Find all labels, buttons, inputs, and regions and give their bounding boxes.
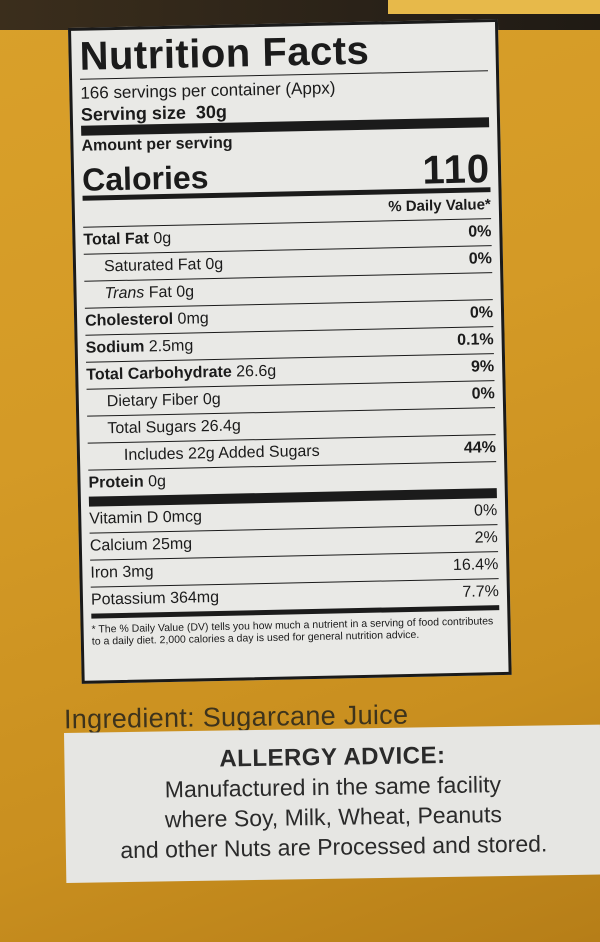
nutrient-percent: 0% [471, 385, 495, 403]
calories-row: Calories 110 [81, 147, 491, 198]
nutrient-percent: 9% [470, 358, 495, 376]
nutrient-percent: 0.1% [456, 331, 494, 349]
nutrient-label-suffix: Fat [148, 283, 173, 302]
nutrient-amount: 2.5mg [148, 337, 194, 356]
vitamin-label: Vitamin D [89, 509, 159, 528]
calories-value: 110 [422, 147, 491, 193]
nutrient-amount: 0g [202, 390, 221, 409]
nutrient-label: Saturated Fat [103, 256, 202, 276]
daily-value-footnote: * The % Daily Value (DV) tells you how m… [91, 615, 494, 648]
vitamin-label: Potassium [90, 590, 166, 609]
vitamin-amount: 364mg [169, 588, 220, 607]
nutrient-percent: 0% [468, 250, 493, 268]
background-label-edge [388, 0, 600, 14]
serving-size-value: 30g [195, 101, 228, 123]
vitamin-percent: 16.4% [452, 556, 499, 575]
nutrient-label: Dietary Fiber [106, 391, 199, 411]
nutrient-label: Total Fat [83, 230, 150, 249]
nutrient-amount: 26.6g [236, 362, 277, 381]
vitamin-amount: 3mg [122, 563, 154, 581]
vitamin-percent: 0% [473, 502, 498, 520]
serving-size-label: Serving size [80, 102, 187, 125]
nutrient-amount: 0mg [177, 310, 209, 328]
nutrient-percent: 0% [468, 223, 492, 241]
nutrient-amount: 0g [147, 473, 167, 491]
nutrient-amount: 0g [153, 229, 172, 248]
nutrient-amount: 26.4g [200, 417, 241, 436]
nutrient-label: Trans [104, 284, 145, 303]
nutrient-label: Total Carbohydrate [86, 363, 232, 384]
nutrient-label: Protein [88, 473, 144, 492]
vitamin-amount: 25mg [151, 535, 193, 554]
vitamin-percent: 7.7% [462, 583, 500, 601]
vitamin-label: Iron [90, 564, 119, 582]
nutrient-label: Cholesterol [84, 310, 174, 330]
vitamin-amount: 0mcg [162, 508, 203, 527]
calories-label: Calories [81, 159, 209, 198]
nutrient-label: Total Sugars [107, 418, 197, 438]
nutrient-percent: 44% [463, 439, 497, 457]
vitamin-percent: 2% [474, 529, 498, 547]
nutrient-label: Includes 22g Added Sugars [123, 442, 320, 464]
nutrient-percent: 0% [469, 304, 494, 322]
nutrient-amount: 0g [176, 283, 195, 301]
allergy-advice-box: ALLERGY ADVICE: Manufactured in the same… [64, 724, 600, 883]
nutrient-label: Sodium [85, 338, 145, 357]
nutrition-facts-panel: Nutrition Facts 166 servings per contain… [68, 18, 512, 684]
nutrient-amount: 0g [205, 255, 224, 274]
vitamin-label: Calcium [89, 536, 148, 555]
